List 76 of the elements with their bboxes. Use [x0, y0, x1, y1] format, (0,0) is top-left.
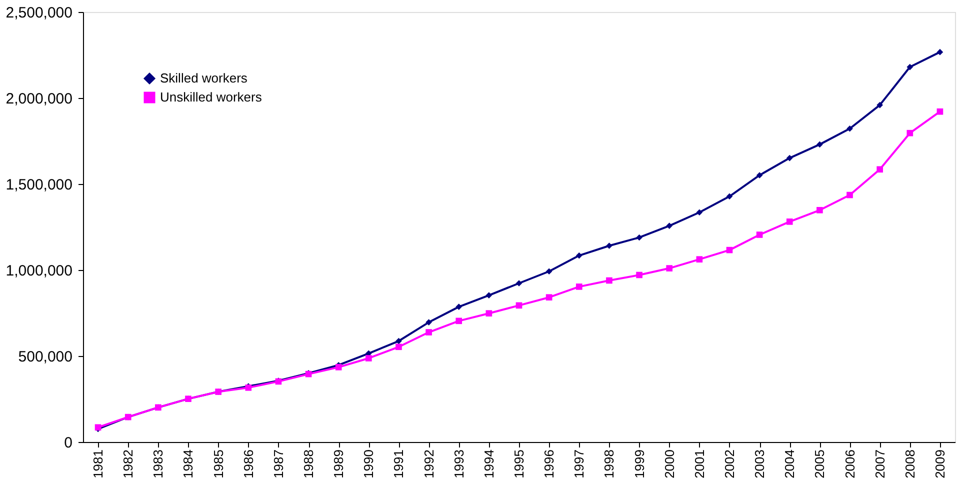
x-tick-label: 1999	[632, 450, 647, 478]
x-tick-label: 1985	[210, 450, 226, 478]
point	[426, 329, 432, 336]
point	[606, 242, 612, 249]
x-tick-label: 2005	[812, 450, 828, 478]
point	[726, 193, 733, 200]
x-tick-label: 1986	[240, 450, 256, 478]
point	[546, 294, 552, 301]
point	[876, 166, 883, 173]
point	[846, 125, 853, 132]
point	[636, 234, 642, 241]
point	[696, 209, 703, 216]
point	[906, 64, 914, 70]
point	[876, 102, 883, 108]
x-tick-label: 2000	[662, 450, 677, 478]
point	[696, 256, 703, 262]
y-tick-label: 1,500,000	[6, 176, 72, 194]
point	[786, 154, 793, 162]
x-tick-label: 2008	[902, 450, 918, 478]
point	[726, 246, 733, 254]
point	[756, 232, 763, 238]
x-tick-label: 1981	[90, 450, 106, 478]
y-tick-label: 2,500,000	[6, 4, 72, 22]
point	[456, 318, 462, 324]
x-tick-label: 1987	[270, 450, 286, 478]
point	[456, 304, 462, 310]
x-tick-label: 1983	[150, 450, 166, 478]
x-tick-label: 2009	[932, 450, 948, 478]
y-tick-label: 2,000,000	[6, 90, 72, 108]
x-tick-label: 1996	[542, 450, 557, 478]
x-tick-label: 1991	[391, 450, 406, 478]
point	[936, 108, 944, 115]
point	[486, 292, 492, 298]
point	[816, 206, 823, 214]
x-tick-label: 1990	[361, 450, 376, 478]
x-tick-label: 2006	[842, 450, 858, 478]
x-tick-label: 1993	[451, 450, 466, 478]
point	[426, 319, 432, 326]
point	[786, 218, 793, 225]
point	[516, 280, 522, 286]
point	[636, 272, 642, 278]
x-tick-label: 1994	[481, 450, 496, 478]
point	[576, 284, 582, 290]
y-tick-label: 1,000,000	[6, 262, 72, 280]
x-tick-label: 2003	[752, 450, 768, 478]
point	[666, 222, 673, 229]
point	[666, 265, 673, 272]
x-tick-label: 1982	[120, 450, 136, 478]
legend-label: Unskilled workers	[160, 90, 262, 104]
point	[936, 48, 944, 56]
point	[816, 141, 823, 148]
x-tick-label: 1992	[421, 450, 436, 478]
x-tick-label: 2007	[872, 450, 888, 478]
point	[546, 268, 552, 275]
point	[906, 130, 914, 136]
x-tick-label: 1988	[301, 450, 316, 478]
y-tick-label: 500,000	[18, 348, 72, 366]
point	[365, 355, 372, 362]
legend-label: Skilled workers	[160, 70, 248, 86]
x-tick-label: 2002	[722, 450, 737, 478]
point	[335, 364, 342, 370]
x-tick-label: 1998	[602, 450, 617, 478]
point	[396, 344, 402, 350]
x-tick-label: 2004	[782, 450, 798, 478]
point	[756, 172, 763, 178]
point	[846, 192, 853, 198]
point	[576, 252, 582, 259]
x-tick-label: 1995	[512, 450, 526, 478]
point	[606, 277, 612, 284]
x-tick-label: 1989	[331, 450, 346, 478]
x-tick-label: 1997	[572, 450, 587, 478]
point	[486, 310, 492, 317]
y-tick-label: 0	[64, 434, 72, 452]
x-tick-label: 2001	[692, 450, 707, 478]
x-tick-label: 1984	[180, 450, 196, 478]
point	[516, 302, 522, 309]
